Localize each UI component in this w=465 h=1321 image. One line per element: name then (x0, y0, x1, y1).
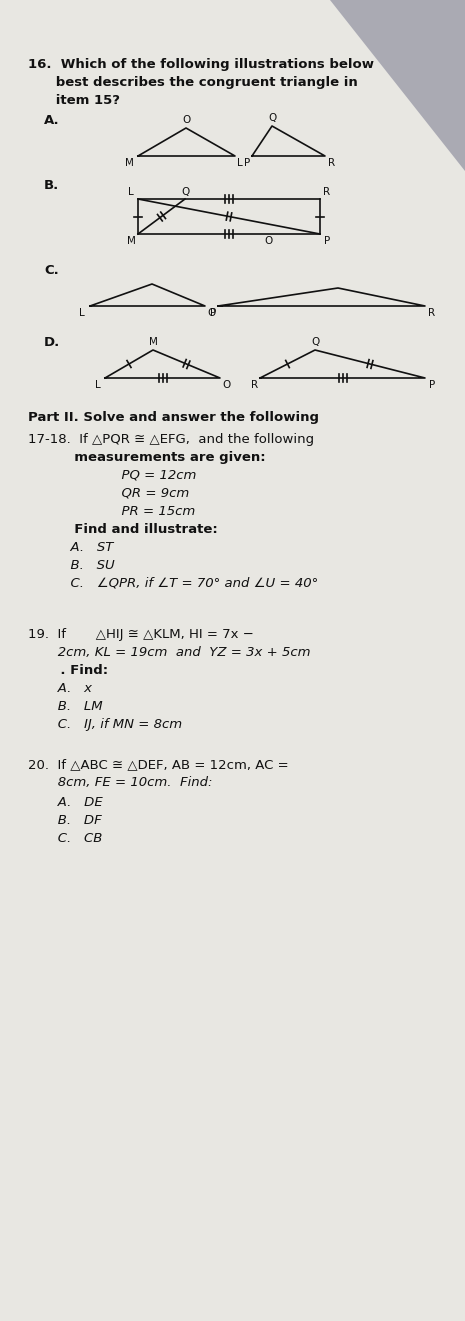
Text: PR = 15cm: PR = 15cm (28, 505, 195, 518)
Text: M: M (148, 337, 158, 347)
Text: L: L (128, 188, 134, 197)
Text: measurements are given:: measurements are given: (28, 450, 266, 464)
Text: Q: Q (268, 114, 276, 123)
Text: A.   DE: A. DE (28, 797, 103, 808)
Text: M: M (126, 236, 135, 246)
Text: 20.  If △ABC ≅ △DEF, AB = 12cm, AC =: 20. If △ABC ≅ △DEF, AB = 12cm, AC = (28, 758, 289, 771)
Text: A.   x: A. x (28, 682, 92, 695)
Text: Find and illustrate:: Find and illustrate: (28, 523, 218, 536)
Text: C.: C. (44, 264, 59, 277)
Text: 16.  Which of the following illustrations below: 16. Which of the following illustrations… (28, 58, 374, 71)
Text: L: L (79, 308, 85, 318)
Text: L: L (95, 380, 101, 390)
Text: C.   IJ, if MN = 8cm: C. IJ, if MN = 8cm (28, 719, 182, 731)
Text: B.: B. (44, 180, 59, 192)
Text: PQ = 12cm: PQ = 12cm (28, 469, 196, 482)
Text: 19.  If       △HIJ ≅ △KLM, HI = 7x −: 19. If △HIJ ≅ △KLM, HI = 7x − (28, 627, 254, 641)
Text: R: R (428, 308, 435, 318)
Text: Q: Q (181, 188, 189, 197)
Text: A.   ST: A. ST (28, 542, 113, 553)
Text: B.   SU: B. SU (28, 559, 115, 572)
Polygon shape (330, 0, 465, 170)
Text: R: R (328, 159, 335, 168)
Text: 17-18.  If △PQR ≅ △EFG,  and the following: 17-18. If △PQR ≅ △EFG, and the following (28, 433, 314, 446)
Text: O: O (182, 115, 190, 125)
Text: . Find:: . Find: (28, 664, 108, 676)
Text: O: O (222, 380, 230, 390)
Text: C.   CB: C. CB (28, 832, 102, 845)
Text: P: P (244, 159, 250, 168)
Text: B.   LM: B. LM (28, 700, 103, 713)
Text: C.   ∠QPR, if ∠T = 70° and ∠U = 40°: C. ∠QPR, if ∠T = 70° and ∠U = 40° (28, 577, 318, 590)
Text: Part II. Solve and answer the following: Part II. Solve and answer the following (28, 411, 319, 424)
Text: P: P (429, 380, 435, 390)
Text: M: M (125, 159, 133, 168)
Text: 8cm, FE = 10cm.  Find:: 8cm, FE = 10cm. Find: (28, 775, 213, 789)
Text: O: O (264, 236, 272, 246)
Text: Q: Q (311, 337, 319, 347)
Text: P: P (324, 236, 330, 246)
Text: item 15?: item 15? (28, 94, 120, 107)
Text: best describes the congruent triangle in: best describes the congruent triangle in (28, 77, 358, 89)
Text: R: R (324, 188, 331, 197)
Text: O: O (207, 308, 215, 318)
Text: P: P (210, 308, 216, 318)
Text: L: L (237, 159, 243, 168)
Text: A.: A. (44, 114, 60, 127)
Text: 2cm, KL = 19cm  and  YZ = 3x + 5cm: 2cm, KL = 19cm and YZ = 3x + 5cm (28, 646, 311, 659)
Text: D.: D. (44, 336, 60, 349)
Text: B.   DF: B. DF (28, 814, 102, 827)
Text: R: R (251, 380, 258, 390)
Text: QR = 9cm: QR = 9cm (28, 487, 189, 501)
